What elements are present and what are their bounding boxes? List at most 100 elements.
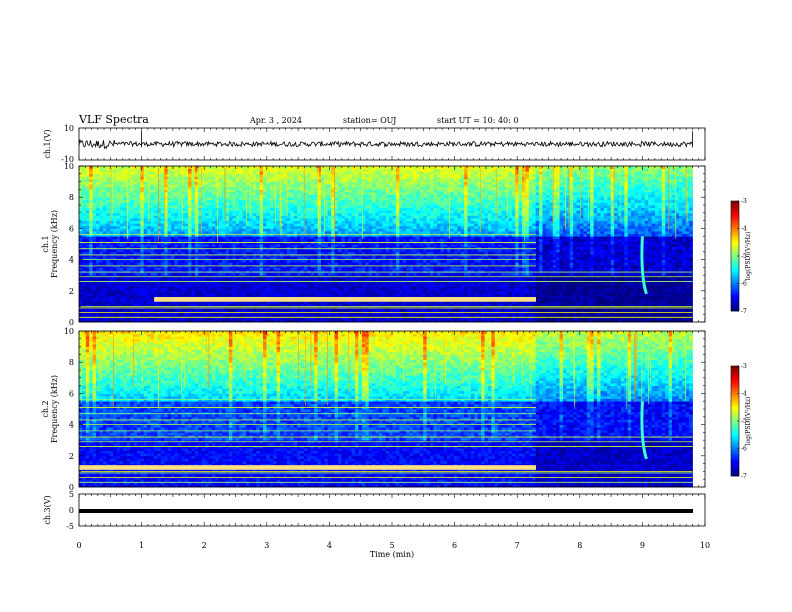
spectrogram-cell <box>191 238 196 242</box>
spectrogram-cell <box>79 309 83 312</box>
spectrogram-cell <box>290 228 295 232</box>
spectrogram-cell <box>99 218 104 221</box>
spectrogram-cell <box>222 244 226 247</box>
spectrogram-cell <box>331 254 336 258</box>
spectrogram-cell <box>327 173 332 177</box>
spectrogram-cell <box>286 309 291 312</box>
spectrogram-cell <box>215 285 220 289</box>
spectrogram-cell <box>348 277 353 281</box>
spectrogram-cell <box>198 231 203 234</box>
spectrogram-cell <box>215 179 220 182</box>
spectrogram-cell <box>218 283 223 286</box>
spectrogram-cell <box>344 283 349 286</box>
spectrogram-cell <box>259 218 264 221</box>
spectrogram-cell <box>252 270 257 273</box>
spectrogram-cell <box>334 267 339 271</box>
spectrogram-cell <box>324 215 329 219</box>
spectrogram-cell <box>355 288 359 292</box>
spectrogram-cell <box>215 184 220 188</box>
spectrogram-cell <box>246 179 250 182</box>
spectrogram-cell <box>317 288 322 292</box>
spectrogram-cell <box>136 179 141 182</box>
spectrogram-cell <box>164 246 169 250</box>
spectrogram-cell <box>208 176 213 180</box>
spectrogram-cell <box>133 262 138 266</box>
spectrogram-cell <box>130 197 134 201</box>
spectrogram-cell <box>133 189 138 193</box>
spectrogram-cell <box>222 257 226 260</box>
spectrogram-cell <box>266 264 271 268</box>
spectrogram-cell <box>280 290 284 294</box>
spectrogram-cell <box>208 233 213 237</box>
spectrogram-cell <box>160 314 165 318</box>
spectrogram-cell <box>351 210 356 214</box>
spectrogram-cell <box>228 166 233 169</box>
spectrogram-cell <box>283 301 288 305</box>
spectrogram-cell <box>266 293 271 297</box>
spectrogram-cell <box>355 181 359 185</box>
spectrogram-cell <box>211 228 216 232</box>
spectrogram-cell <box>283 293 288 297</box>
spectrogram-cell <box>348 257 353 260</box>
spectrogram-cell <box>256 231 261 234</box>
spectrogram-cell <box>290 277 295 281</box>
spectrogram-cell <box>194 270 199 273</box>
spectrogram-cell <box>307 220 312 224</box>
spectrogram-cell <box>358 184 363 188</box>
spectrogram-cell <box>256 225 261 229</box>
spectrogram-cell <box>225 264 230 268</box>
spectrogram-cell <box>181 236 186 240</box>
spectrogram-cell <box>96 285 100 289</box>
spectrogram-cell <box>205 189 209 193</box>
spectrogram-cell <box>116 194 121 198</box>
spectrogram-cell <box>126 231 131 234</box>
spectrogram-cell <box>147 290 151 294</box>
spectrogram-cell <box>280 316 284 320</box>
spectrogram-cell <box>283 314 288 318</box>
spectrogram-cell <box>143 228 148 232</box>
spectrogram-cell <box>99 283 104 286</box>
spectrogram-cell <box>341 233 346 237</box>
spectrogram-cell <box>297 186 301 190</box>
spectrogram-cell <box>198 267 203 271</box>
spectrogram-cell <box>99 228 104 232</box>
spectrogram-cell <box>126 309 131 312</box>
spectrogram-cell <box>242 179 247 182</box>
spectrogram-cell <box>249 241 254 245</box>
spectrogram-cell <box>123 254 128 258</box>
spectrogram-cell <box>174 186 179 190</box>
spectrogram-cell <box>351 319 356 323</box>
spectrogram-cell <box>201 270 206 273</box>
spectrogram-cell <box>184 199 189 203</box>
spectrogram-cell <box>266 212 271 216</box>
spectrogram-cell <box>246 173 250 177</box>
spectrogram-cell <box>208 215 213 219</box>
spectrogram-cell <box>320 257 325 260</box>
spectrogram-cell <box>188 220 192 224</box>
spectrogram-cell <box>290 173 295 177</box>
spectrogram-cell <box>269 288 274 292</box>
spectrogram-cell <box>249 199 254 203</box>
spectrogram-cell <box>99 231 104 234</box>
spectrogram-cell <box>126 283 131 286</box>
spectrogram-cell <box>324 207 329 211</box>
spectrogram-cell <box>256 319 261 323</box>
spectrogram-cell <box>351 179 356 182</box>
spectrogram-cell <box>276 189 281 193</box>
spectrogram-cell <box>242 225 247 229</box>
spectrogram-cell <box>355 171 359 175</box>
spectrogram-cell <box>109 205 114 208</box>
spectrogram-cell <box>273 254 278 258</box>
spectrogram-cell <box>327 285 332 289</box>
spectrogram-cell <box>109 246 114 250</box>
spectrogram-cell <box>205 186 209 190</box>
spectrogram-cell <box>334 238 339 242</box>
spectrogram-cell <box>280 218 284 221</box>
spectrogram-cell <box>324 259 329 263</box>
spectrogram-cell <box>327 215 332 219</box>
spectrogram-cell <box>215 244 220 247</box>
spectrogram-cell <box>324 210 329 214</box>
spectrogram-cell <box>191 192 196 195</box>
spectrogram-cell <box>92 311 97 315</box>
spectrogram-cell <box>133 236 138 240</box>
